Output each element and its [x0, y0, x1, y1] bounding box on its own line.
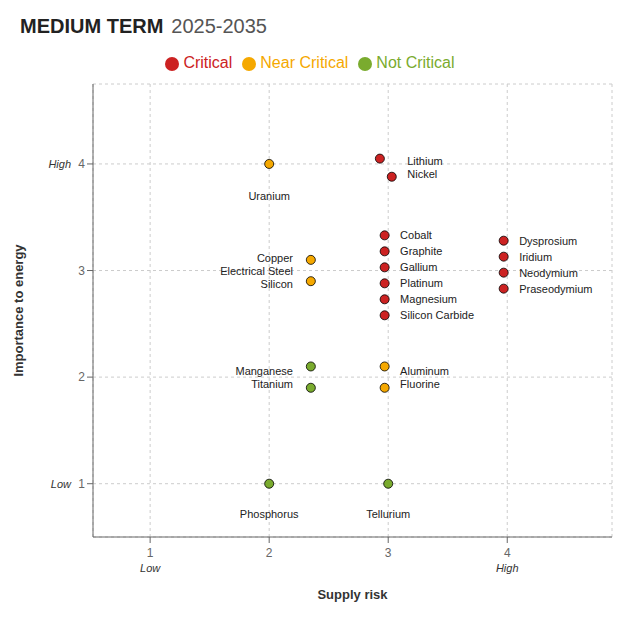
svg-text:Gallium: Gallium: [400, 261, 437, 273]
svg-text:Magnesium: Magnesium: [400, 293, 457, 305]
html-text:Near Critical: Near Critical: [260, 54, 349, 71]
svg-text:Supply risk: Supply risk: [317, 587, 388, 602]
svg-text:Praseodymium: Praseodymium: [519, 283, 592, 295]
svg-text:2: 2: [78, 370, 85, 384]
html-text:Not Critical: Not Critical: [376, 54, 455, 71]
svg-text:High: High: [48, 158, 71, 170]
svg-text:Iridium: Iridium: [519, 251, 552, 263]
svg-text:4: 4: [504, 546, 511, 560]
svg-text:1: 1: [78, 477, 85, 491]
svg-text:Platinum: Platinum: [400, 277, 443, 289]
svg-text:CopperElectrical SteelSilicon: CopperElectrical SteelSilicon: [220, 252, 293, 290]
svg-text:3: 3: [78, 264, 85, 278]
svg-text:Phosphorus: Phosphorus: [240, 508, 299, 520]
svg-text:Uranium: Uranium: [248, 190, 290, 202]
svg-text:AluminumFluorine: AluminumFluorine: [400, 365, 449, 390]
svg-text:Dysprosium: Dysprosium: [519, 235, 577, 247]
html-text:MEDIUM TERM 2025-2035: MEDIUM TERM 2025-2035: [20, 14, 267, 37]
svg-text:High: High: [496, 562, 519, 574]
svg-text:LithiumNickel: LithiumNickel: [407, 155, 442, 180]
svg-text:Tellurium: Tellurium: [366, 508, 410, 520]
svg-text:3: 3: [385, 546, 392, 560]
svg-text:2: 2: [266, 546, 273, 560]
svg-text:4: 4: [78, 157, 85, 171]
svg-text:ManganeseTitanium: ManganeseTitanium: [235, 365, 293, 390]
svg-text:Low: Low: [51, 478, 72, 490]
svg-text:Low: Low: [140, 562, 161, 574]
svg-text:Silicon Carbide: Silicon Carbide: [400, 309, 474, 321]
svg-text:Cobalt: Cobalt: [400, 229, 432, 241]
svg-text:1: 1: [147, 546, 154, 560]
svg-text:Neodymium: Neodymium: [519, 267, 578, 279]
html-text:Critical: Critical: [183, 54, 233, 71]
svg-text:Importance to energy: Importance to energy: [11, 244, 26, 377]
svg-text:Graphite: Graphite: [400, 245, 442, 257]
